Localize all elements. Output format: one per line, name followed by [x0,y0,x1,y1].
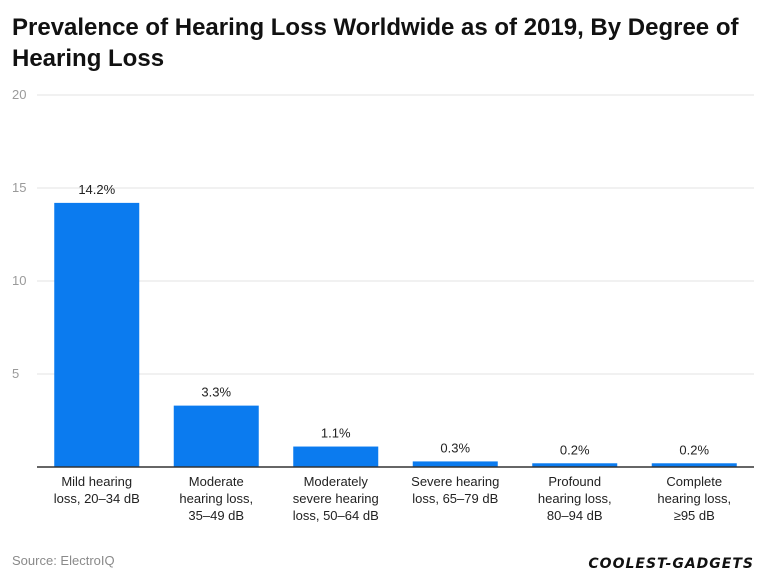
y-tick-label: 10 [12,273,26,288]
data-label: 0.2% [560,442,590,457]
data-label: 0.2% [679,442,709,457]
bar [173,405,259,467]
x-tick-label: loss, 20–34 dB [54,491,140,506]
x-tick-label: 80–94 dB [547,508,603,523]
x-tick-label: 35–49 dB [188,508,244,523]
source-note: Source: ElectroIQ [12,553,115,568]
data-label: 14.2% [78,182,115,197]
x-tick-label: Complete [666,474,722,489]
brand-logo: COOLEST-GADGETS [588,556,754,572]
x-tick-label: loss, 50–64 dB [293,508,379,523]
chart-title: Prevalence of Hearing Loss Worldwide as … [12,14,739,72]
bar [54,202,140,467]
data-label: 0.3% [440,440,470,455]
x-tick-label: hearing loss, [657,491,731,506]
x-tick-label: Moderately [304,474,369,489]
data-label: 3.3% [201,385,231,400]
x-tick-label: Mild hearing [61,474,132,489]
y-tick-label: 20 [12,87,26,102]
x-tick-label: ≥95 dB [674,508,715,523]
bar [293,446,379,467]
bar [651,463,737,467]
bar [532,463,618,467]
x-tick-label: Moderate [189,474,244,489]
x-tick-label: severe hearing [293,491,379,506]
bar [412,461,498,467]
y-tick-label: 5 [12,366,19,381]
x-tick-label: loss, 65–79 dB [412,491,498,506]
x-tick-label: hearing loss, [179,491,253,506]
y-tick-label: 15 [12,180,26,195]
x-tick-label: Severe hearing [411,474,499,489]
x-tick-label: Profound [548,474,601,489]
data-label: 1.1% [321,426,351,441]
x-tick-label: hearing loss, [538,491,612,506]
